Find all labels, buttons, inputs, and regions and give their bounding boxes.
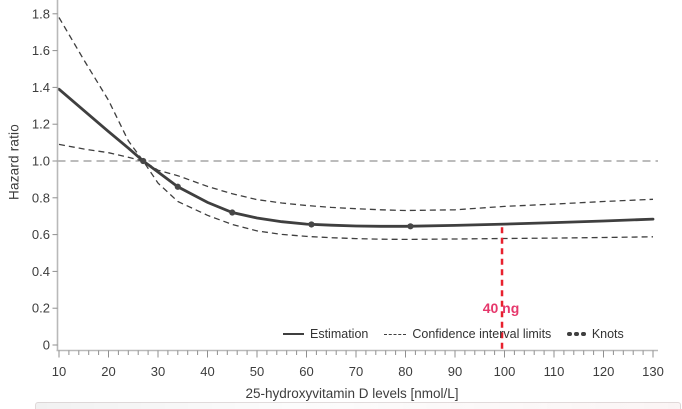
legend-label-knots: Knots bbox=[591, 327, 624, 341]
x-tick-label: 40 bbox=[200, 364, 214, 379]
y-tick-label: 1.8 bbox=[32, 6, 50, 21]
legend-item-estimation: Estimation bbox=[283, 327, 368, 341]
y-tick-label: 0.2 bbox=[32, 301, 50, 316]
legend-item-knots: Knots bbox=[567, 327, 624, 341]
y-tick-label: 1.2 bbox=[32, 117, 50, 132]
y-tick-label: 1.6 bbox=[32, 43, 50, 58]
x-tick-label: 60 bbox=[299, 364, 313, 379]
dashed-line-swatch-icon bbox=[384, 333, 407, 335]
legend: Estimation Confidence interval limits Kn… bbox=[283, 327, 624, 341]
y-tick-label: 1.0 bbox=[32, 154, 50, 169]
legend-label-confidence-interval: Confidence interval limits bbox=[412, 327, 552, 341]
x-tick-label: 70 bbox=[349, 364, 363, 379]
y-axis-title: Hazard ratio bbox=[6, 124, 22, 200]
x-tick-label: 130 bbox=[642, 364, 664, 379]
knot-point bbox=[308, 221, 315, 228]
knot-point bbox=[229, 209, 236, 216]
ci-limit-curve-steep bbox=[58, 17, 654, 241]
x-tick-label: 80 bbox=[398, 364, 412, 379]
bottom-edge-artifact bbox=[35, 402, 681, 409]
x-tick-label: 50 bbox=[250, 364, 264, 379]
solid-line-swatch-icon bbox=[283, 333, 304, 335]
ci-limit-curve-shallow bbox=[58, 143, 654, 212]
x-tick-label: 110 bbox=[544, 364, 565, 379]
legend-item-confidence-interval: Confidence interval limits bbox=[384, 327, 551, 341]
knot-point bbox=[140, 157, 147, 165]
x-tick-label: 100 bbox=[494, 364, 516, 379]
x-tick-label: 20 bbox=[101, 364, 115, 379]
legend-label-estimation: Estimation bbox=[310, 327, 369, 341]
x-tick-label: 10 bbox=[52, 364, 66, 379]
knot-point bbox=[407, 223, 414, 230]
dots-swatch-icon bbox=[567, 331, 586, 337]
x-axis-title: 25-hydroxyvitamin D levels [nmol/L] bbox=[245, 386, 459, 401]
x-tick-label: 120 bbox=[593, 364, 615, 379]
x-tick-label: 90 bbox=[448, 364, 462, 379]
y-tick-label: 0.4 bbox=[32, 264, 50, 279]
y-tick-label: 0.6 bbox=[32, 227, 50, 242]
marker-label-40ng: 40 ng bbox=[482, 300, 520, 316]
y-tick-label: 0.8 bbox=[32, 190, 50, 205]
knot-point bbox=[174, 183, 181, 190]
y-tick-label: 0 bbox=[43, 338, 50, 353]
x-tick-label: 30 bbox=[151, 364, 165, 379]
y-tick-label: 1.4 bbox=[32, 80, 50, 95]
estimation-curve bbox=[57, 87, 655, 228]
